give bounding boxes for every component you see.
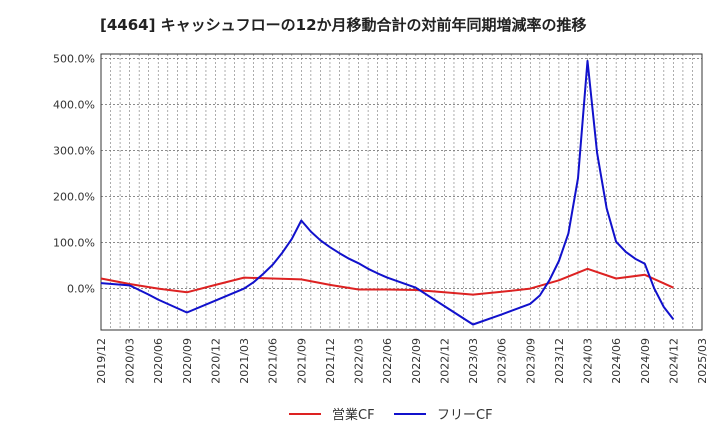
plot-frame [100, 53, 703, 331]
x-tick-label: 2021/06 [267, 338, 280, 384]
x-tick-label: 2022/06 [381, 338, 394, 384]
x-tick-label: 2021/03 [238, 338, 251, 384]
legend: 営業CF フリーCF [289, 407, 493, 423]
x-tick-label: 2020/12 [209, 338, 222, 384]
x-tick-label: 2021/09 [295, 338, 308, 384]
x-tick-label: 2024/03 [582, 338, 595, 384]
x-tick-label: 2020/06 [152, 338, 165, 384]
x-tick-label: 2020/09 [181, 338, 194, 384]
x-tick-label: 2022/03 [353, 338, 366, 384]
y-tick-label: 0.0% [67, 283, 95, 296]
y-tick-label: 100.0% [53, 237, 95, 250]
y-tick-label: 400.0% [53, 99, 95, 112]
legend-label-2: フリーCF [437, 408, 493, 423]
x-tick-label: 2024/06 [610, 338, 623, 384]
grid [101, 54, 702, 330]
y-tick-label: 300.0% [53, 145, 95, 158]
axes: 0.0% 100.0% 200.0% 300.0% 400.0% 500.0% 2019/1… [53, 53, 709, 384]
x-tick-label: 2024/09 [639, 338, 652, 384]
series [100, 59, 675, 326]
y-tick-label: 500.0% [53, 53, 95, 66]
x-tick-label: 2023/06 [496, 338, 509, 384]
legend-label-1: 営業CF [332, 407, 375, 423]
x-tick-label: 2022/09 [410, 338, 423, 384]
chart-title: [4464] キャッシュフローの12か月移動合計の対前年同期増減率の推移 [100, 16, 587, 34]
series-line-2 [100, 59, 675, 326]
x-tick-label: 2019/12 [95, 338, 108, 384]
series-line-1 [100, 267, 674, 296]
x-tick-label: 2024/12 [667, 338, 680, 384]
x-tick-label: 2022/12 [438, 338, 451, 384]
y-tick-label: 200.0% [53, 191, 95, 204]
x-tick-label: 2020/03 [124, 338, 137, 384]
x-tick-label: 2023/09 [524, 338, 537, 384]
x-tick-label: 2023/03 [467, 338, 480, 384]
x-tick-label: 2021/12 [324, 338, 337, 384]
x-tick-label: 2023/12 [553, 338, 566, 384]
x-tick-label: 2025/03 [696, 338, 709, 384]
